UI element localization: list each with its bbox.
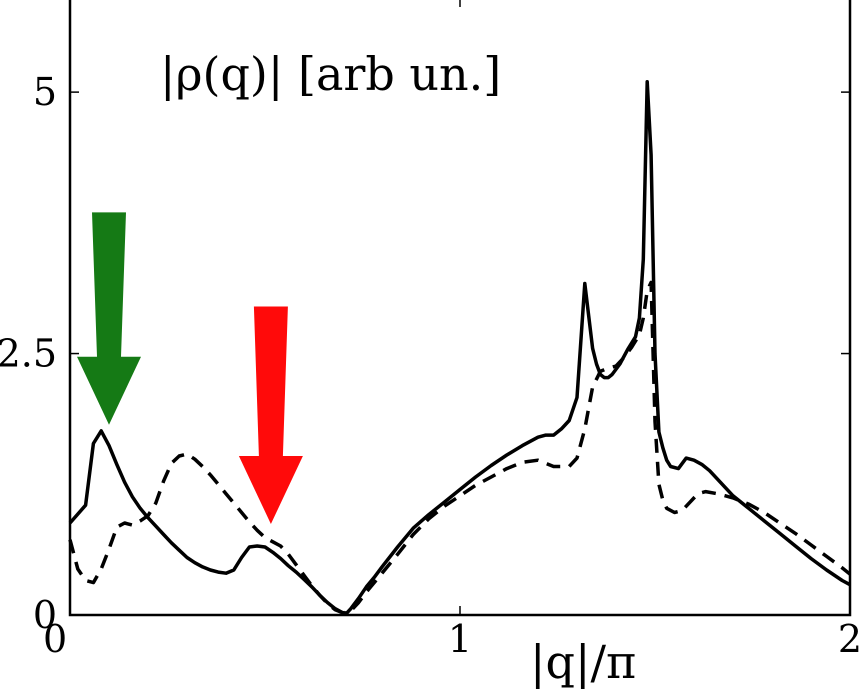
series-layer — [68, 79, 852, 615]
y-tick-label: 0 — [33, 593, 57, 637]
x-tick-label: 0 — [43, 617, 67, 661]
chart-title: |ρ(q)| [arb un.] — [160, 47, 501, 101]
x-tick-label: 1 — [448, 617, 472, 661]
x-axis-label: |q|/π — [530, 635, 636, 689]
y-tick-label: 5 — [33, 70, 57, 114]
series-line-2 — [68, 280, 852, 615]
annotation-arrow-2 — [238, 306, 303, 524]
annotation-layer — [77, 212, 303, 524]
annotation-arrow-1 — [77, 212, 141, 425]
y-tick-label: 2.5 — [0, 332, 57, 376]
x-tick-label: 2 — [838, 617, 862, 661]
plot-frame — [68, 0, 852, 617]
tick-layer: 0 2.5 5 0 1 2 — [0, 0, 862, 661]
series-line-1 — [68, 79, 851, 615]
